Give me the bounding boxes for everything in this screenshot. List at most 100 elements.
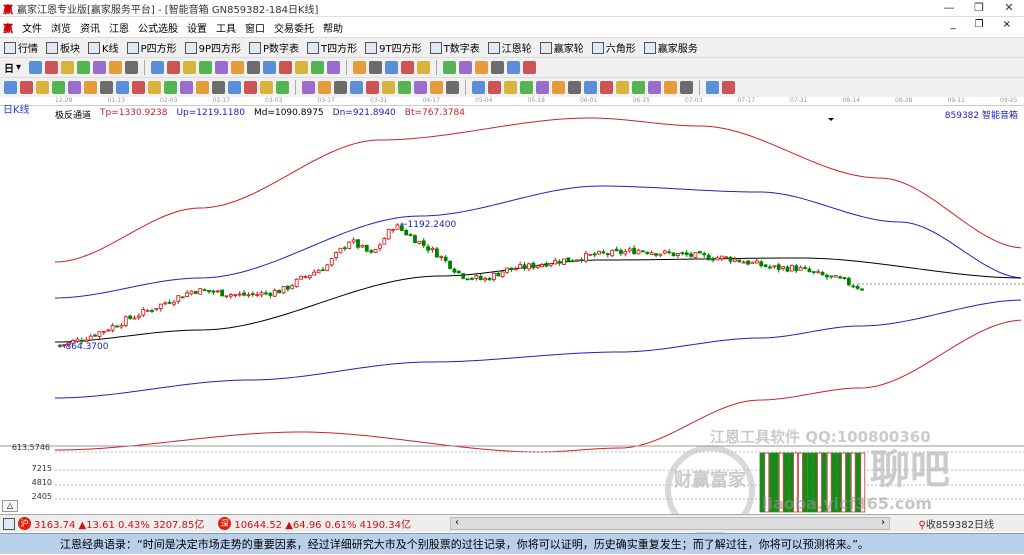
tool-button-icon[interactable] [302,81,315,94]
menu-file[interactable]: 文件 [22,23,42,35]
menu-tools[interactable]: 工具 [216,23,236,35]
tool-button-icon[interactable] [350,81,363,94]
tool-button-icon[interactable] [430,81,443,94]
menu-window[interactable]: 窗口 [245,23,265,35]
toolbar-item-3[interactable]: P四方形 [126,40,177,55]
period-dropdown[interactable]: 日 ▾ [4,62,22,75]
tool-button-icon[interactable] [401,61,415,74]
toolbar-item-7[interactable]: 9T四方形 [365,40,422,55]
tool-button-icon[interactable] [472,81,485,94]
tool-button-icon[interactable] [334,81,347,94]
kline-chart[interactable]: ←1192.2400 ←864.3700 [0,0,1024,514]
tool-button-icon[interactable] [212,81,225,94]
tool-button-icon[interactable] [523,61,537,74]
tool-button-icon[interactable] [228,81,241,94]
toolbar-item-8[interactable]: T数字表 [429,40,480,55]
tool-button-icon[interactable] [584,81,597,94]
menu-info[interactable]: 资讯 [80,23,100,35]
tool-button-icon[interactable] [706,81,719,94]
mdi-close-button[interactable]: × [1002,19,1011,30]
tool-button-icon[interactable] [231,61,245,74]
tool-button-icon[interactable] [311,61,325,74]
menu-help[interactable]: 帮助 [323,23,343,35]
tool-button-icon[interactable] [164,81,177,94]
tool-button-icon[interactable] [443,61,457,74]
tool-button-icon[interactable] [318,81,331,94]
menu-settings[interactable]: 设置 [187,23,207,35]
toolbar-item-12[interactable]: 赢家服务 [643,40,698,55]
tool-button-icon[interactable] [398,81,411,94]
tool-button-icon[interactable] [125,61,139,74]
tool-button-icon[interactable] [491,61,505,74]
tool-button-icon[interactable] [84,81,97,94]
tool-button-icon[interactable] [507,61,521,74]
tool-button-icon[interactable] [552,81,565,94]
minimize-button[interactable]: — [943,1,955,14]
menu-trade[interactable]: 交易委托 [274,23,314,35]
tool-button-icon[interactable] [77,61,91,74]
tool-button-icon[interactable] [295,61,309,74]
tool-button-icon[interactable] [648,81,661,94]
menu-browse[interactable]: 浏览 [51,23,71,35]
toolbar-item-0[interactable]: 行情 [4,40,38,55]
tool-button-icon[interactable] [167,61,181,74]
tool-button-icon[interactable] [536,81,549,94]
mdi-restore-button[interactable]: ❐ [974,19,984,30]
tool-button-icon[interactable] [52,81,65,94]
tool-button-icon[interactable] [247,61,261,74]
horizontal-scrollbar[interactable]: ‹ › [450,517,890,530]
tool-button-icon[interactable] [616,81,629,94]
tool-button-icon[interactable] [148,81,161,94]
shanghai-index[interactable]: 3163.74 ▲13.61 0.43% 3207.85亿 [34,520,205,531]
tool-button-icon[interactable] [151,61,165,74]
tool-button-icon[interactable] [263,61,277,74]
toolbar-item-2[interactable]: K线 [88,40,119,55]
menu-gann[interactable]: 江恩 [109,23,129,35]
scroll-left-icon[interactable]: ‹ [455,517,459,528]
tool-button-icon[interactable] [568,81,581,94]
tool-button-icon[interactable] [680,81,693,94]
tool-button-icon[interactable] [475,61,489,74]
toolbar-item-6[interactable]: T四方形 [307,40,357,55]
shenzhen-index[interactable]: 10644.52 ▲64.96 0.61% 4190.34亿 [234,520,412,531]
restore-button[interactable]: ❐ [974,1,984,14]
close-button[interactable]: ✕ [1004,1,1014,14]
tool-button-icon[interactable] [244,81,257,94]
tool-button-icon[interactable] [215,61,229,74]
tool-button-icon[interactable] [279,61,293,74]
tool-button-icon[interactable] [180,81,193,94]
tool-button-icon[interactable] [385,61,399,74]
tool-button-icon[interactable] [109,61,123,74]
tool-button-icon[interactable] [417,61,431,74]
toolbar-item-4[interactable]: 9P四方形 [184,40,241,55]
tool-button-icon[interactable] [20,81,33,94]
menu-formula[interactable]: 公式选股 [138,23,178,35]
tool-button-icon[interactable] [488,81,501,94]
toolbar-item-10[interactable]: 赢家轮 [539,40,584,55]
tool-button-icon[interactable] [4,81,17,94]
toolbar-item-11[interactable]: 六角形 [591,40,636,55]
toolbar-item-5[interactable]: P数字表 [249,40,299,55]
tool-button-icon[interactable] [29,61,43,74]
tool-button-icon[interactable] [504,81,517,94]
tool-button-icon[interactable] [366,81,379,94]
mdi-minimize-button[interactable]: _ [950,19,956,30]
tool-button-icon[interactable] [100,81,113,94]
tool-button-icon[interactable] [600,81,613,94]
toolbar-item-9[interactable]: 江恩轮 [487,40,532,55]
tool-button-icon[interactable] [36,81,49,94]
calculator-icon[interactable] [3,517,15,530]
tool-button-icon[interactable] [664,81,677,94]
tool-button-icon[interactable] [353,61,367,74]
scroll-right-icon[interactable]: › [881,517,885,528]
tool-button-icon[interactable] [196,81,209,94]
tool-button-icon[interactable] [327,61,341,74]
tool-button-icon[interactable] [132,81,145,94]
tool-button-icon[interactable] [382,81,395,94]
tool-button-icon[interactable] [722,81,735,94]
tool-button-icon[interactable] [632,81,645,94]
tool-button-icon[interactable] [116,81,129,94]
tool-button-icon[interactable] [199,61,213,74]
tool-button-icon[interactable] [61,61,75,74]
tool-button-icon[interactable] [520,81,533,94]
